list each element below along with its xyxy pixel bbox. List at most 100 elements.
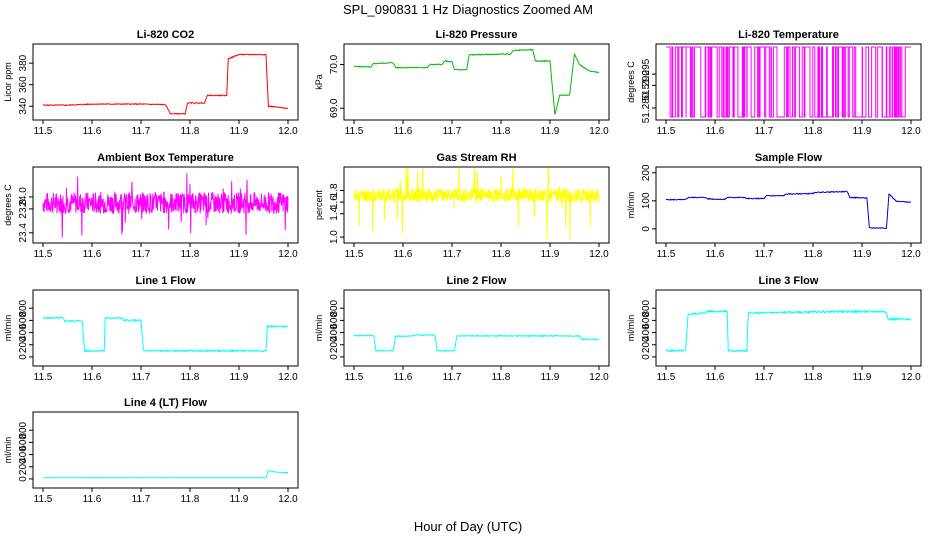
y-tick-label: 51.280	[641, 92, 652, 123]
x-tick-label: 11.6	[83, 372, 102, 383]
y-tick-label: 0	[18, 476, 29, 482]
panel-title: Line 4 (LT) Flow	[124, 397, 207, 409]
data-series-line	[353, 48, 600, 115]
y-tick-label: 1.8	[329, 183, 340, 197]
plot-frame	[32, 43, 299, 121]
y-tick-label: 600	[18, 312, 29, 329]
x-tick-label: 11.5	[34, 372, 53, 383]
panel-title: Li-820 Pressure	[436, 29, 518, 41]
chart-panel: Li-820 CO2 11.5 11.6 11.7 11.8 11.9 12.0 340 360…	[3, 29, 299, 137]
y-axis-label: Licor ppm	[3, 62, 13, 102]
x-tick-label: 11.8	[804, 249, 823, 260]
x-tick-label: 11.9	[230, 126, 249, 137]
x-tick-label: 12.0	[278, 372, 298, 383]
panel-title: Line 3 Flow	[759, 275, 819, 287]
y-tick-label: 200	[18, 336, 29, 353]
x-tick-label: 11.6	[706, 372, 725, 383]
x-tick-label: 12.0	[901, 372, 921, 383]
x-tick-label: 11.9	[230, 249, 249, 260]
y-tick-label: 600	[641, 312, 652, 329]
x-tick-label: 11.8	[804, 126, 823, 137]
y-axis-label: degrees C	[626, 61, 636, 103]
x-tick-label: 11.7	[755, 249, 774, 260]
x-tick-label: 11.6	[706, 126, 725, 137]
y-tick-label: 200	[18, 458, 29, 475]
x-tick-label: 12.0	[589, 126, 609, 137]
data-series-line	[42, 469, 288, 479]
y-tick-label: 800	[18, 421, 29, 438]
y-tick-label: 0	[18, 354, 29, 360]
x-tick-label: 12.0	[278, 126, 298, 137]
x-tick-label: 11.8	[181, 249, 200, 260]
chart-panel: Sample Flow 11.5 11.6 11.7 11.8 11.9 12.0 0 100 2…	[626, 152, 922, 260]
x-tick-label: 11.6	[83, 249, 102, 260]
x-tick-label: 11.7	[443, 372, 462, 383]
data-series-line	[353, 333, 600, 353]
y-tick-label: 600	[18, 434, 29, 451]
x-tick-label: 12.0	[589, 372, 609, 383]
y-tick-label: 800	[18, 299, 29, 316]
y-tick-label: 0	[329, 354, 340, 360]
x-tick-label: 11.7	[132, 494, 151, 505]
x-tick-label: 12.0	[901, 249, 921, 260]
y-tick-label: 400	[329, 324, 340, 341]
x-tick-label: 11.9	[230, 372, 249, 383]
y-tick-label: 340	[18, 97, 29, 114]
x-tick-label: 11.9	[230, 494, 249, 505]
x-tick-label: 12.0	[278, 494, 298, 505]
data-series-line	[42, 53, 289, 116]
x-tick-label: 11.8	[492, 249, 511, 260]
y-tick-label: 23.4	[18, 223, 29, 243]
plot-frame	[32, 166, 299, 244]
chart-panel: Ambient Box Temperature 11.5 11.6 11.7 11.8 1…	[3, 152, 299, 260]
y-tick-label: 200	[329, 336, 340, 353]
y-axis-label: ml/min	[3, 437, 13, 464]
x-tick-label: 11.8	[181, 372, 200, 383]
panel-title: Line 2 Flow	[447, 275, 507, 287]
y-tick-label: 360	[18, 76, 29, 93]
y-tick-label: 24.0	[18, 187, 29, 207]
x-tick-label: 11.6	[394, 372, 413, 383]
y-axis-label: ml/min	[314, 315, 324, 342]
y-axis-label: ml/min	[3, 315, 13, 342]
plot-frame	[655, 43, 922, 121]
x-tick-label: 11.5	[34, 249, 53, 260]
x-tick-label: 11.5	[657, 372, 676, 383]
y-tick-label: 380	[18, 54, 29, 71]
plot-frame	[343, 289, 610, 367]
x-tick-label: 11.6	[83, 126, 102, 137]
x-tick-label: 11.6	[394, 126, 413, 137]
y-tick-label: 200	[641, 336, 652, 353]
x-tick-label: 11.7	[132, 249, 151, 260]
y-tick-label: 51.290	[641, 70, 652, 101]
chart-panel: Li-820 Pressure 11.5 11.6 11.7 11.8 11.9 12.0 6…	[314, 29, 610, 137]
y-axis-label: degrees C	[3, 184, 13, 226]
y-axis-label: percent	[314, 189, 324, 220]
y-tick-label: 800	[329, 299, 340, 316]
plot-frame	[343, 43, 610, 121]
x-tick-label: 11.6	[83, 494, 102, 505]
x-tick-label: 11.8	[492, 126, 511, 137]
x-tick-label: 11.8	[181, 494, 200, 505]
y-tick-label: 200	[641, 164, 652, 181]
plot-frame	[32, 289, 299, 367]
x-tick-label: 11.7	[132, 372, 151, 383]
y-tick-label: 100	[641, 192, 652, 209]
panel-title: Sample Flow	[755, 152, 823, 164]
panel-title: Ambient Box Temperature	[97, 152, 234, 164]
x-tick-label: 12.0	[589, 249, 609, 260]
y-tick-label: 51.295	[641, 58, 652, 89]
y-tick-label: 23.8	[18, 199, 29, 219]
x-tick-label: 11.9	[541, 249, 560, 260]
x-tick-label: 11.5	[345, 372, 364, 383]
x-tick-label: 11.5	[34, 494, 53, 505]
panel-title: Li-820 Temperature	[738, 29, 839, 41]
x-tick-label: 11.9	[853, 126, 872, 137]
x-tick-label: 11.8	[181, 126, 200, 137]
x-tick-label: 11.5	[345, 126, 364, 137]
data-series-line	[42, 316, 289, 353]
x-tick-label: 11.8	[804, 372, 823, 383]
x-tick-label: 11.5	[345, 249, 364, 260]
data-series-line	[665, 308, 912, 353]
chart-panel: Li-820 Temperature 11.5 11.6 11.7 11.8 11.9 12…	[626, 29, 922, 137]
